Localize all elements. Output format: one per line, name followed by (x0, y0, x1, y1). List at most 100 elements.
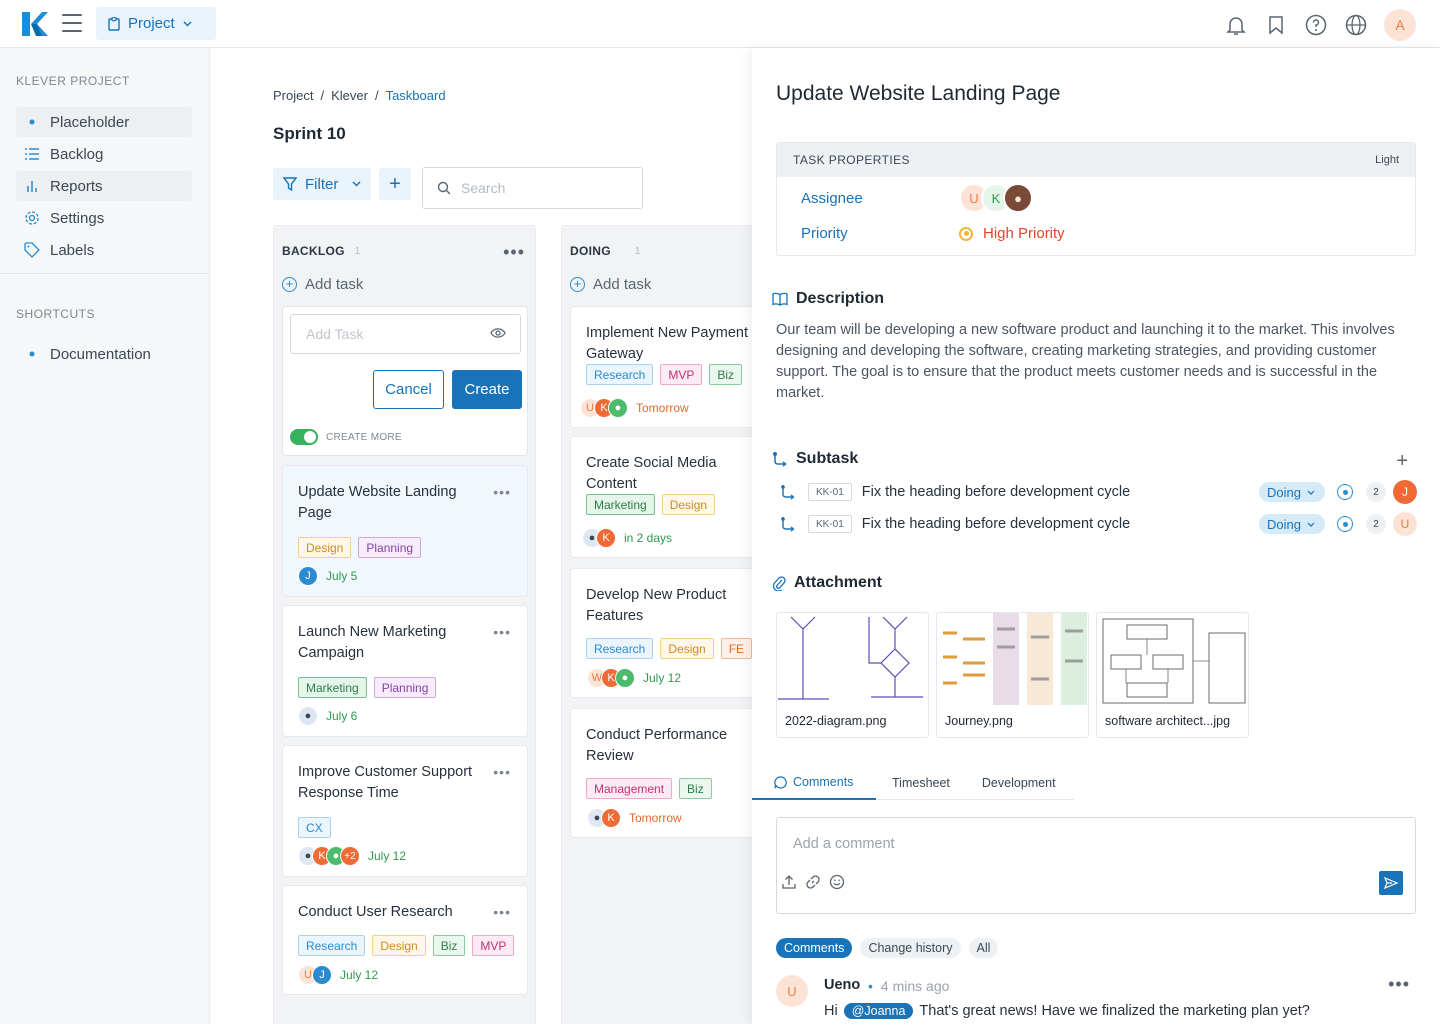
tag-mvp: MVP (660, 364, 703, 385)
plus-circle-icon: + (282, 277, 297, 292)
search-placeholder: Search (461, 180, 506, 196)
task-card[interactable]: Develop New Product Features Research De… (570, 568, 770, 698)
sidebar: KLEVER PROJECT Placeholder Backlog Repor… (0, 48, 210, 1024)
emoji-icon[interactable] (829, 874, 845, 890)
more-icon[interactable]: ••• (493, 624, 511, 640)
attachment-card[interactable]: 2022-diagram.png (776, 612, 929, 738)
attachment-title: Attachment (794, 574, 883, 591)
sidebar-item-settings[interactable]: Settings (16, 203, 192, 233)
status-dropdown[interactable]: Doing (1259, 514, 1325, 534)
more-icon[interactable]: ••• (493, 904, 511, 920)
mention-chip[interactable]: @Joanna (843, 1003, 914, 1019)
search-input[interactable]: Search (422, 167, 643, 209)
add-button[interactable]: + (379, 168, 411, 200)
comment-input[interactable]: Add a comment (776, 817, 1416, 914)
task-title: Create Social Media Content (586, 455, 717, 492)
eye-icon[interactable] (490, 327, 506, 339)
sidebar-item-labels[interactable]: Labels (16, 235, 192, 265)
priority-label: Priority (801, 225, 848, 242)
bookmark-icon[interactable] (1264, 13, 1288, 37)
add-subtask-button[interactable]: + (1396, 450, 1408, 472)
tab-development[interactable]: Development (981, 776, 1056, 790)
target-icon[interactable] (1337, 484, 1353, 500)
send-button[interactable] (1379, 871, 1403, 895)
subtask-row[interactable]: KK-01 Fix the heading before development… (780, 479, 1417, 505)
more-icon[interactable]: ••• (503, 242, 525, 262)
sidebar-section-title: KLEVER PROJECT (16, 74, 130, 88)
sidebar-item-label: Labels (50, 241, 95, 259)
task-card[interactable]: Improve Customer Support Response Time •… (282, 745, 528, 877)
task-card[interactable]: Conduct Performance Review Management Bi… (570, 708, 770, 838)
comment-body: That's great news! Have we finalized the… (919, 1003, 1310, 1019)
more-icon[interactable]: ••• (493, 764, 511, 780)
breadcrumb-taskboard[interactable]: Taskboard (385, 88, 446, 103)
status-dropdown[interactable]: Doing (1259, 482, 1325, 502)
menu-icon[interactable] (62, 14, 82, 32)
task-title: Conduct User Research (298, 904, 453, 920)
gear-icon (24, 210, 40, 226)
sidebar-item-backlog[interactable]: Backlog (16, 139, 192, 169)
comment-item: U Ueno • 4 mins ago ••• Hi @Joanna That's… (776, 973, 1416, 1024)
task-title: Update Website Landing Page (298, 484, 457, 521)
tag-cx: CX (298, 817, 331, 838)
help-icon[interactable] (1304, 13, 1328, 37)
link-icon[interactable] (805, 874, 821, 890)
new-task-placeholder: Add Task (306, 326, 364, 342)
filter-comments[interactable]: Comments (776, 938, 853, 958)
sidebar-item-placeholder[interactable]: Placeholder (16, 107, 192, 137)
bell-icon[interactable] (1224, 13, 1248, 37)
assignee-avatars[interactable]: U K ● (959, 183, 1033, 213)
filter-button[interactable]: Filter (273, 168, 371, 200)
task-title: Implement New Payment Gateway (586, 325, 748, 362)
sidebar-item-label: Settings (50, 209, 105, 227)
task-card[interactable]: Update Website Landing Page ••• Design P… (282, 465, 528, 597)
task-properties: TASK PROPERTIES Light Assignee U K ● Pri… (776, 142, 1416, 256)
subtask-row[interactable]: KK-01 Fix the heading before development… (780, 511, 1417, 537)
tab-timesheet[interactable]: Timesheet (892, 776, 950, 790)
more-icon[interactable]: ••• (1388, 974, 1410, 994)
sidebar-item-label: Documentation (50, 345, 151, 363)
create-button[interactable]: Create (452, 370, 522, 409)
tab-comments[interactable]: Comments (752, 766, 876, 800)
priority-icon (959, 226, 973, 241)
main-board: Project / Klever / Taskboard Sprint 10 Fil… (211, 48, 770, 1024)
task-card[interactable]: Launch New Marketing Campaign ••• Market… (282, 605, 528, 737)
breadcrumb-klever[interactable]: Klever (331, 88, 368, 103)
priority-value[interactable]: High Priority (959, 225, 1065, 242)
filter-change-history[interactable]: Change history (860, 938, 961, 958)
dot-icon (24, 119, 40, 125)
attachment-filename: software architect...jpg (1105, 714, 1231, 728)
add-task-button[interactable]: + Add task (282, 276, 363, 293)
attachment-card[interactable]: Journey.png (936, 612, 1089, 738)
create-more-toggle[interactable] (290, 429, 318, 445)
properties-heading: TASK PROPERTIES (793, 153, 910, 167)
theme-toggle[interactable]: Light (1375, 154, 1399, 166)
user-avatar[interactable]: A (1384, 9, 1416, 41)
upload-icon[interactable] (781, 874, 797, 890)
project-dropdown[interactable]: Project (96, 7, 216, 40)
cancel-button[interactable]: Cancel (373, 370, 444, 409)
dot-icon (24, 351, 40, 357)
avatar: ● (1003, 183, 1033, 213)
sidebar-item-reports[interactable]: Reports (16, 171, 192, 201)
breadcrumb-project[interactable]: Project (273, 88, 314, 103)
doing-column: DOING 1 + Add task Implement New Payment… (561, 225, 770, 1024)
task-card[interactable]: Create Social Media Content Marketing De… (570, 436, 770, 558)
more-icon[interactable]: ••• (493, 484, 511, 500)
target-icon[interactable] (1337, 516, 1353, 532)
filter-all[interactable]: All (968, 938, 999, 958)
attachment-card[interactable]: software architect...jpg (1096, 612, 1249, 738)
globe-icon[interactable] (1344, 13, 1368, 37)
tag-mvp: MVP (472, 935, 515, 956)
description-title: Description (796, 290, 885, 307)
new-task-input[interactable]: Add Task (290, 314, 521, 354)
sidebar-item-documentation[interactable]: Documentation (16, 339, 192, 369)
task-detail-panel: Update Website Landing Page TASK PROPERT… (752, 48, 1440, 1024)
task-title: Conduct Performance Review (586, 727, 728, 764)
add-task-label: Add task (593, 276, 652, 293)
task-card[interactable]: Implement New Payment Gateway Research M… (570, 306, 770, 428)
add-task-button[interactable]: + Add task (570, 276, 651, 293)
klever-logo[interactable] (22, 12, 48, 36)
comment-author: Ueno (824, 977, 861, 993)
task-card[interactable]: Conduct User Research ••• Research Desig… (282, 885, 528, 995)
